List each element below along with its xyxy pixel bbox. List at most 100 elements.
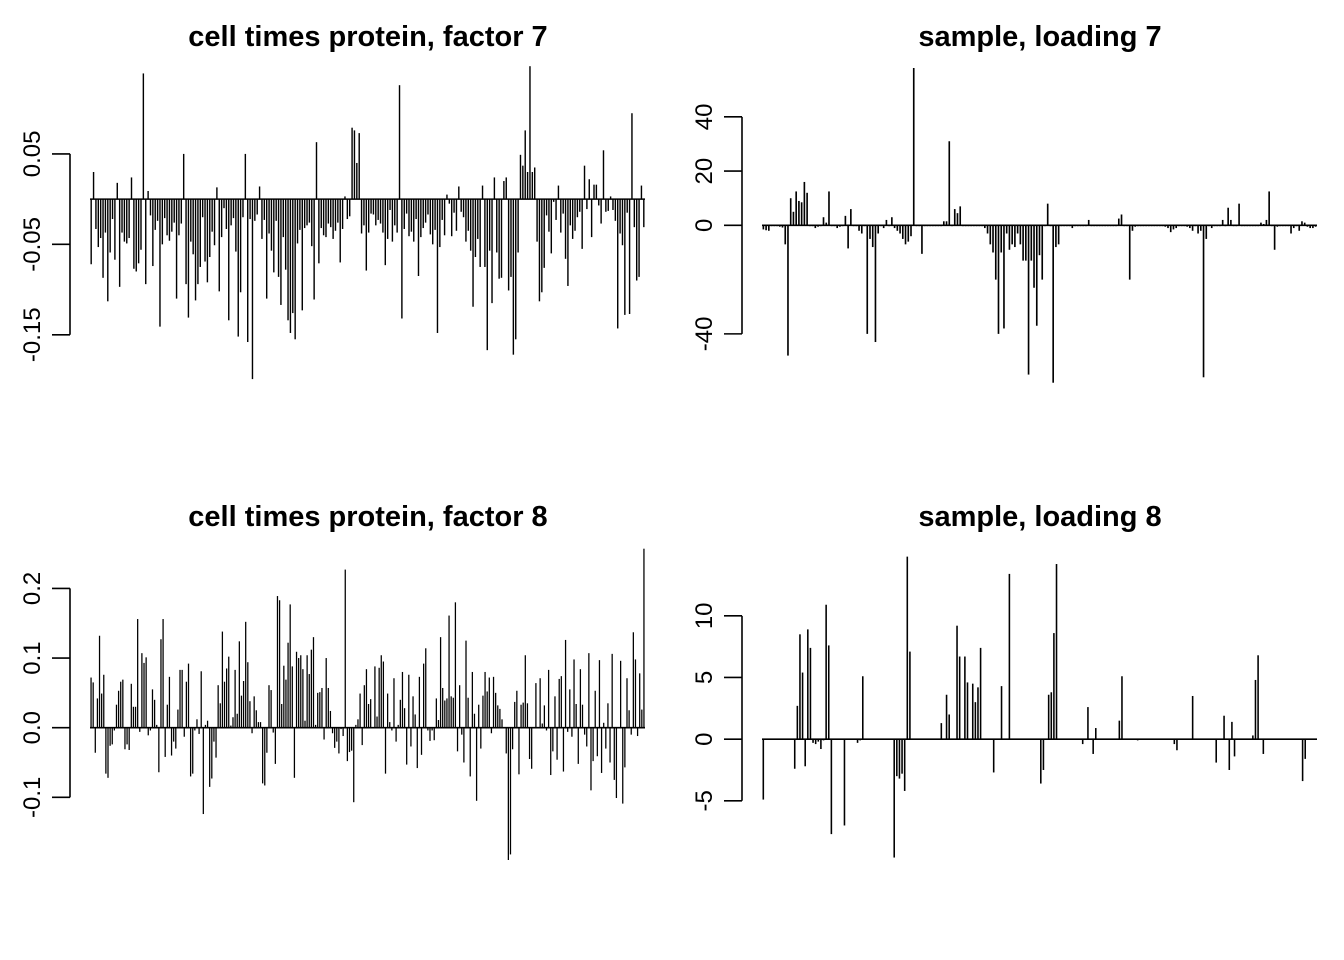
bar bbox=[1011, 739, 1013, 740]
bar bbox=[628, 199, 631, 314]
bar bbox=[800, 202, 803, 226]
bar bbox=[1118, 720, 1121, 740]
bar bbox=[104, 199, 107, 233]
bar bbox=[315, 142, 318, 200]
bar bbox=[596, 727, 598, 757]
bar bbox=[486, 199, 488, 351]
bar bbox=[1254, 225, 1257, 227]
bar bbox=[458, 186, 460, 200]
bar bbox=[792, 211, 795, 226]
bar bbox=[375, 199, 377, 226]
bar bbox=[899, 225, 901, 234]
bar bbox=[531, 727, 533, 769]
bar bbox=[128, 727, 130, 750]
bar bbox=[370, 699, 372, 728]
bar bbox=[377, 199, 379, 220]
bar bbox=[168, 676, 171, 728]
y-tick-label: 5 bbox=[691, 671, 718, 684]
bar bbox=[871, 225, 874, 248]
bar bbox=[1161, 225, 1164, 227]
bar bbox=[843, 739, 846, 826]
bar bbox=[943, 739, 945, 740]
bar bbox=[600, 199, 602, 224]
bar bbox=[209, 727, 211, 787]
bar bbox=[855, 225, 858, 227]
bar bbox=[300, 655, 302, 728]
bar bbox=[179, 669, 181, 728]
bar bbox=[830, 225, 833, 227]
bar bbox=[531, 172, 534, 200]
bar bbox=[1040, 739, 1042, 784]
bar bbox=[302, 669, 304, 728]
bar bbox=[1025, 225, 1027, 261]
bar bbox=[1005, 739, 1008, 740]
bar bbox=[970, 225, 972, 227]
y-tick-label: 0 bbox=[691, 732, 718, 745]
bar bbox=[183, 727, 185, 737]
bar bbox=[471, 671, 473, 728]
bar bbox=[537, 727, 539, 729]
bar bbox=[1262, 224, 1265, 226]
bar bbox=[338, 727, 340, 754]
bar bbox=[1299, 739, 1301, 740]
bar bbox=[518, 727, 520, 775]
bar bbox=[251, 199, 254, 380]
bar bbox=[365, 199, 368, 271]
bar bbox=[325, 658, 327, 728]
bar bbox=[223, 199, 225, 209]
bar bbox=[473, 713, 476, 728]
bar bbox=[259, 722, 262, 728]
bar bbox=[187, 663, 190, 728]
bar bbox=[1262, 739, 1265, 754]
bar bbox=[415, 199, 417, 220]
bar bbox=[778, 739, 780, 740]
bar bbox=[798, 200, 800, 226]
bar bbox=[255, 710, 257, 728]
bar bbox=[526, 703, 529, 728]
bar bbox=[1270, 739, 1272, 740]
bar bbox=[242, 681, 245, 728]
bar bbox=[1079, 225, 1082, 227]
bar bbox=[556, 727, 558, 760]
bar bbox=[588, 653, 590, 728]
bar bbox=[1008, 573, 1011, 740]
bar bbox=[1060, 739, 1063, 740]
bar bbox=[161, 199, 164, 245]
bar bbox=[431, 727, 433, 731]
bar bbox=[825, 604, 827, 740]
bar bbox=[194, 199, 197, 301]
bar bbox=[120, 681, 122, 728]
bar bbox=[122, 679, 124, 728]
bar bbox=[439, 199, 441, 248]
bar bbox=[1150, 225, 1153, 227]
bar bbox=[554, 696, 556, 728]
bar bbox=[348, 727, 351, 753]
bar bbox=[1251, 225, 1254, 227]
bar bbox=[639, 673, 641, 728]
bar bbox=[545, 199, 548, 216]
bar bbox=[1189, 739, 1191, 740]
bar bbox=[356, 162, 358, 200]
bar bbox=[844, 215, 847, 226]
bar bbox=[787, 225, 789, 356]
bar bbox=[880, 739, 882, 740]
bar bbox=[958, 656, 961, 740]
bar bbox=[130, 177, 133, 200]
bar bbox=[547, 669, 550, 728]
bar bbox=[605, 727, 607, 749]
bar bbox=[1038, 225, 1041, 256]
bar bbox=[181, 669, 183, 728]
bar bbox=[514, 701, 516, 728]
bar bbox=[1063, 739, 1066, 740]
bar bbox=[355, 724, 357, 728]
bar bbox=[793, 739, 796, 769]
y-tick-label: 10 bbox=[691, 602, 718, 629]
bar bbox=[866, 225, 869, 334]
bar bbox=[254, 199, 256, 221]
bar bbox=[1097, 739, 1100, 740]
bar bbox=[910, 225, 912, 237]
bar bbox=[1173, 739, 1176, 745]
bar bbox=[175, 199, 178, 299]
bar bbox=[311, 199, 313, 247]
bar bbox=[219, 703, 221, 728]
